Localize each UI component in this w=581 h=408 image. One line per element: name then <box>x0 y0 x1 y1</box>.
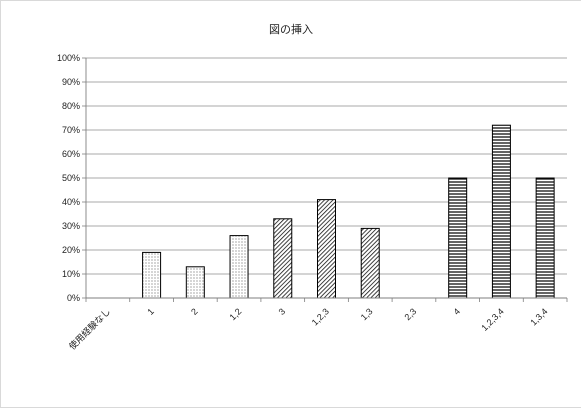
chart-title: 図の挿入 <box>269 24 313 36</box>
bar <box>142 251 162 299</box>
bar <box>185 266 205 299</box>
x-category-label: 使用経験なし <box>66 306 112 352</box>
y-tick-label: 50% <box>62 173 80 183</box>
x-category-label: 1 <box>145 306 156 317</box>
x-category-label: 4 <box>451 306 462 317</box>
bar <box>535 177 555 299</box>
y-tick-label: 0% <box>67 293 80 303</box>
y-tick-label: 60% <box>62 149 80 159</box>
bar <box>229 235 249 299</box>
y-tick-label: 20% <box>62 245 80 255</box>
bar <box>273 218 293 299</box>
x-category-label: 2,3 <box>402 306 418 322</box>
x-category-label: 1,3,4 <box>528 306 549 327</box>
x-category-label: 1,2 <box>228 306 244 322</box>
x-category-label: 1,2,3 <box>310 306 331 327</box>
x-category-label: 2 <box>189 306 200 317</box>
axis-layer <box>82 57 568 302</box>
bar <box>448 177 468 299</box>
y-tick-label: 90% <box>62 77 80 87</box>
y-tick-label: 80% <box>62 101 80 111</box>
x-category-label: 1,2,3,4 <box>479 306 506 333</box>
bar-layer <box>142 124 555 299</box>
bar <box>317 199 336 299</box>
y-tick-label: 30% <box>62 221 80 231</box>
bar <box>491 124 511 299</box>
y-tick-label: 10% <box>62 269 80 279</box>
x-category-label: 1,3 <box>359 306 375 322</box>
x-category-label: 3 <box>277 306 288 317</box>
y-tick-label: 100% <box>57 53 80 63</box>
y-tick-label: 40% <box>62 197 80 207</box>
bar <box>360 227 380 299</box>
y-tick-label: 70% <box>62 125 80 135</box>
